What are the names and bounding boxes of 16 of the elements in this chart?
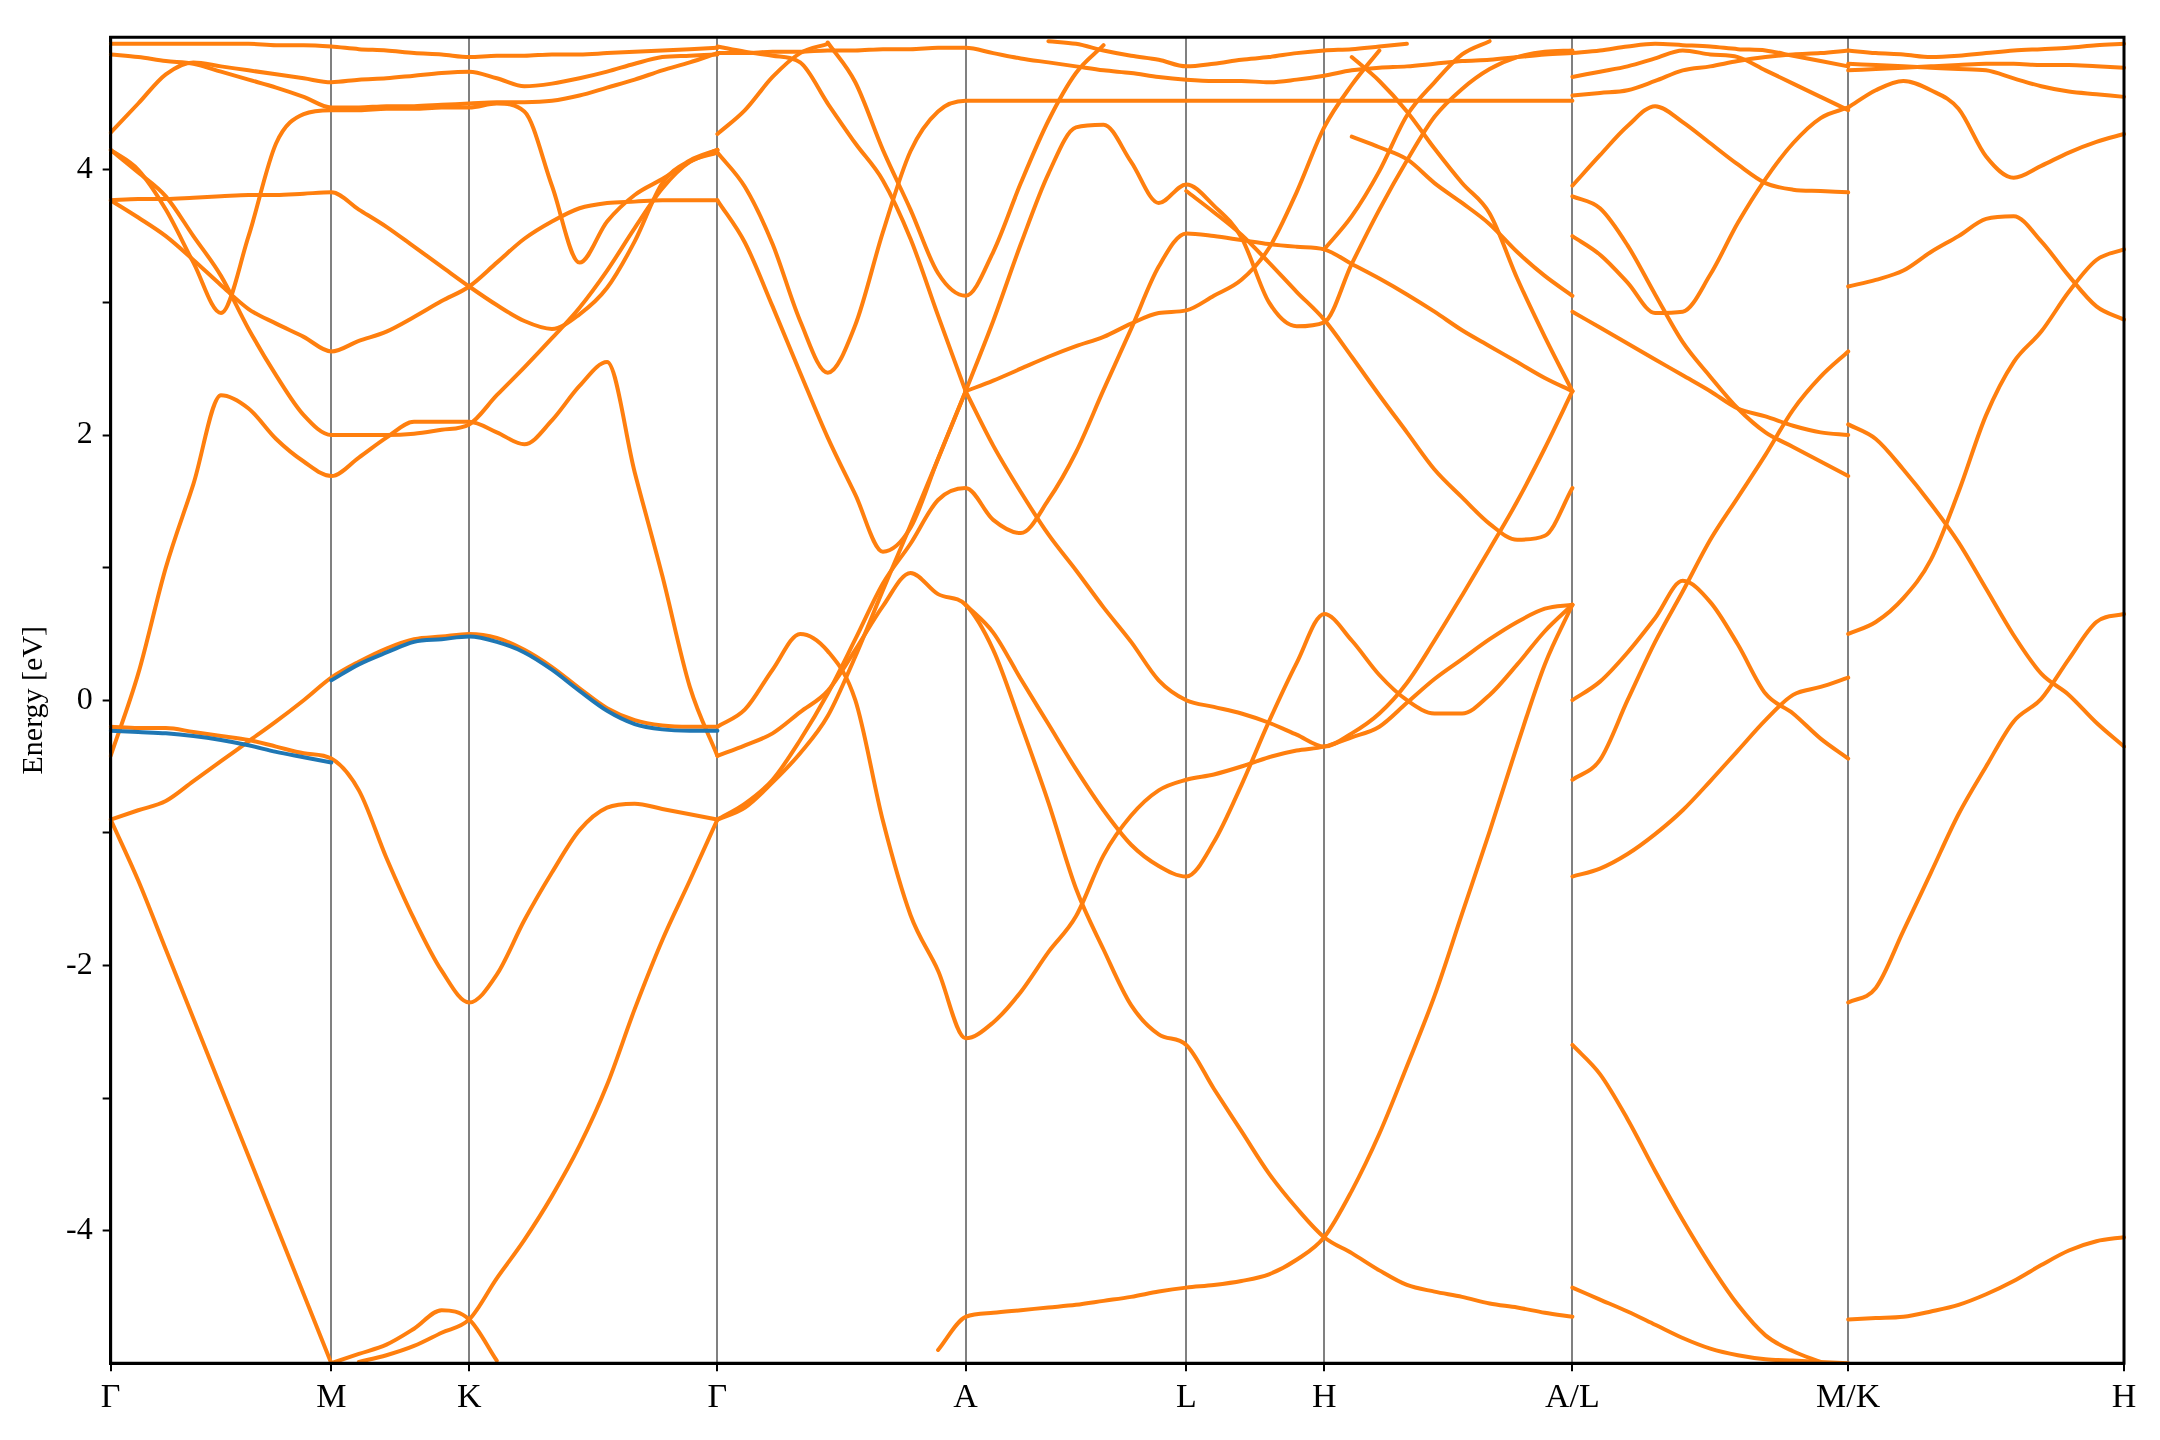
x-tick-label: M/K [1816,1376,1881,1414]
y-tick-label: 0 [76,679,93,716]
x-tick-label: H [2111,1376,2137,1414]
x-tick-label: A/L [1545,1376,1600,1414]
y-axis-title: Energy [eV] [14,625,48,775]
y-tick-label: -2 [66,944,93,981]
y-tick-label: 2 [76,414,93,451]
x-tick-label: A [953,1376,979,1414]
y-tick-label: 4 [76,149,93,186]
x-tick-label: Γ [100,1376,121,1414]
x-tick-label: K [456,1376,482,1414]
y-tick-label: -4 [66,1210,93,1247]
x-tick-label: H [1311,1376,1337,1414]
x-tick-label: M [316,1376,347,1414]
x-tick-label: Γ [707,1376,728,1414]
x-tick-label: L [1175,1376,1197,1414]
